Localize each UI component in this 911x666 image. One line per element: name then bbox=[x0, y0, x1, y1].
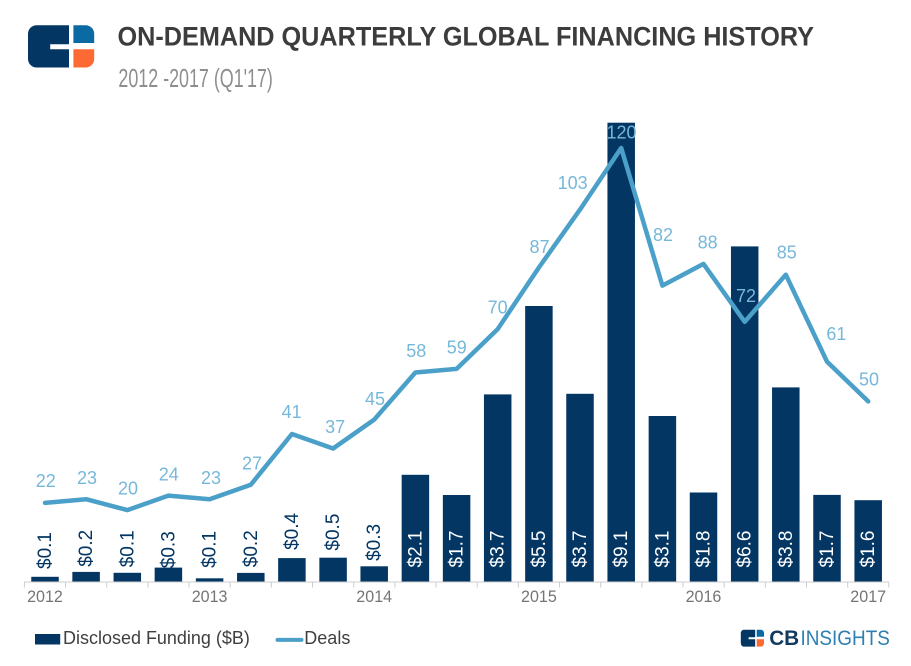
svg-text:Deals: Deals bbox=[304, 628, 350, 648]
svg-text:$3.7: $3.7 bbox=[488, 531, 509, 568]
svg-text:88: 88 bbox=[698, 233, 718, 253]
svg-text:$0.1: $0.1 bbox=[200, 531, 221, 568]
svg-text:2012: 2012 bbox=[27, 587, 63, 606]
svg-text:$0.2: $0.2 bbox=[76, 530, 97, 567]
svg-text:37: 37 bbox=[325, 417, 345, 437]
svg-text:$2.1: $2.1 bbox=[405, 531, 426, 568]
svg-text:2016: 2016 bbox=[686, 587, 722, 606]
svg-text:87: 87 bbox=[529, 237, 549, 257]
svg-text:82: 82 bbox=[653, 225, 673, 245]
svg-text:2014: 2014 bbox=[356, 587, 392, 606]
svg-text:$0.3: $0.3 bbox=[158, 531, 179, 568]
svg-text:41: 41 bbox=[282, 402, 302, 422]
svg-text:$1.6: $1.6 bbox=[858, 531, 879, 568]
svg-text:23: 23 bbox=[77, 468, 97, 488]
svg-text:$3.8: $3.8 bbox=[776, 531, 797, 568]
svg-text:72: 72 bbox=[736, 286, 756, 306]
svg-text:$1.7: $1.7 bbox=[447, 531, 468, 568]
svg-text:61: 61 bbox=[826, 324, 846, 344]
svg-text:$0.4: $0.4 bbox=[282, 512, 303, 549]
svg-text:$1.8: $1.8 bbox=[694, 531, 715, 568]
svg-text:ON-DEMAND QUARTERLY GLOBAL FIN: ON-DEMAND QUARTERLY GLOBAL FINANCING HIS… bbox=[118, 21, 815, 51]
svg-text:24: 24 bbox=[159, 465, 179, 485]
svg-text:$0.1: $0.1 bbox=[35, 532, 56, 569]
svg-text:$5.5: $5.5 bbox=[529, 531, 550, 568]
svg-text:58: 58 bbox=[406, 341, 426, 361]
svg-text:$3.7: $3.7 bbox=[570, 531, 591, 568]
svg-text:120: 120 bbox=[606, 122, 636, 142]
svg-text:$0.3: $0.3 bbox=[364, 524, 385, 561]
svg-text:INSIGHTS: INSIGHTS bbox=[801, 626, 890, 650]
svg-text:45: 45 bbox=[365, 389, 385, 409]
svg-text:$1.7: $1.7 bbox=[817, 531, 838, 568]
svg-text:$3.1: $3.1 bbox=[652, 531, 673, 568]
svg-text:$6.6: $6.6 bbox=[735, 531, 756, 568]
svg-text:103: 103 bbox=[558, 173, 588, 193]
svg-text:CB: CB bbox=[769, 626, 799, 650]
svg-text:23: 23 bbox=[201, 468, 221, 488]
svg-text:27: 27 bbox=[242, 453, 262, 473]
svg-text:2012 -2017 (Q1'17): 2012 -2017 (Q1'17) bbox=[118, 65, 273, 93]
svg-text:22: 22 bbox=[36, 471, 56, 491]
svg-text:2013: 2013 bbox=[192, 587, 228, 606]
svg-text:$9.1: $9.1 bbox=[611, 531, 632, 568]
svg-text:50: 50 bbox=[859, 370, 879, 390]
svg-text:$0.2: $0.2 bbox=[241, 530, 262, 567]
svg-text:85: 85 bbox=[777, 243, 797, 263]
svg-text:$0.5: $0.5 bbox=[323, 514, 344, 551]
svg-text:2015: 2015 bbox=[521, 587, 557, 606]
svg-text:2017: 2017 bbox=[850, 587, 886, 606]
svg-text:$0.1: $0.1 bbox=[117, 530, 138, 567]
svg-text:59: 59 bbox=[447, 338, 467, 358]
svg-text:Disclosed Funding ($B): Disclosed Funding ($B) bbox=[63, 628, 250, 648]
svg-text:70: 70 bbox=[488, 298, 508, 318]
svg-text:20: 20 bbox=[118, 479, 138, 499]
